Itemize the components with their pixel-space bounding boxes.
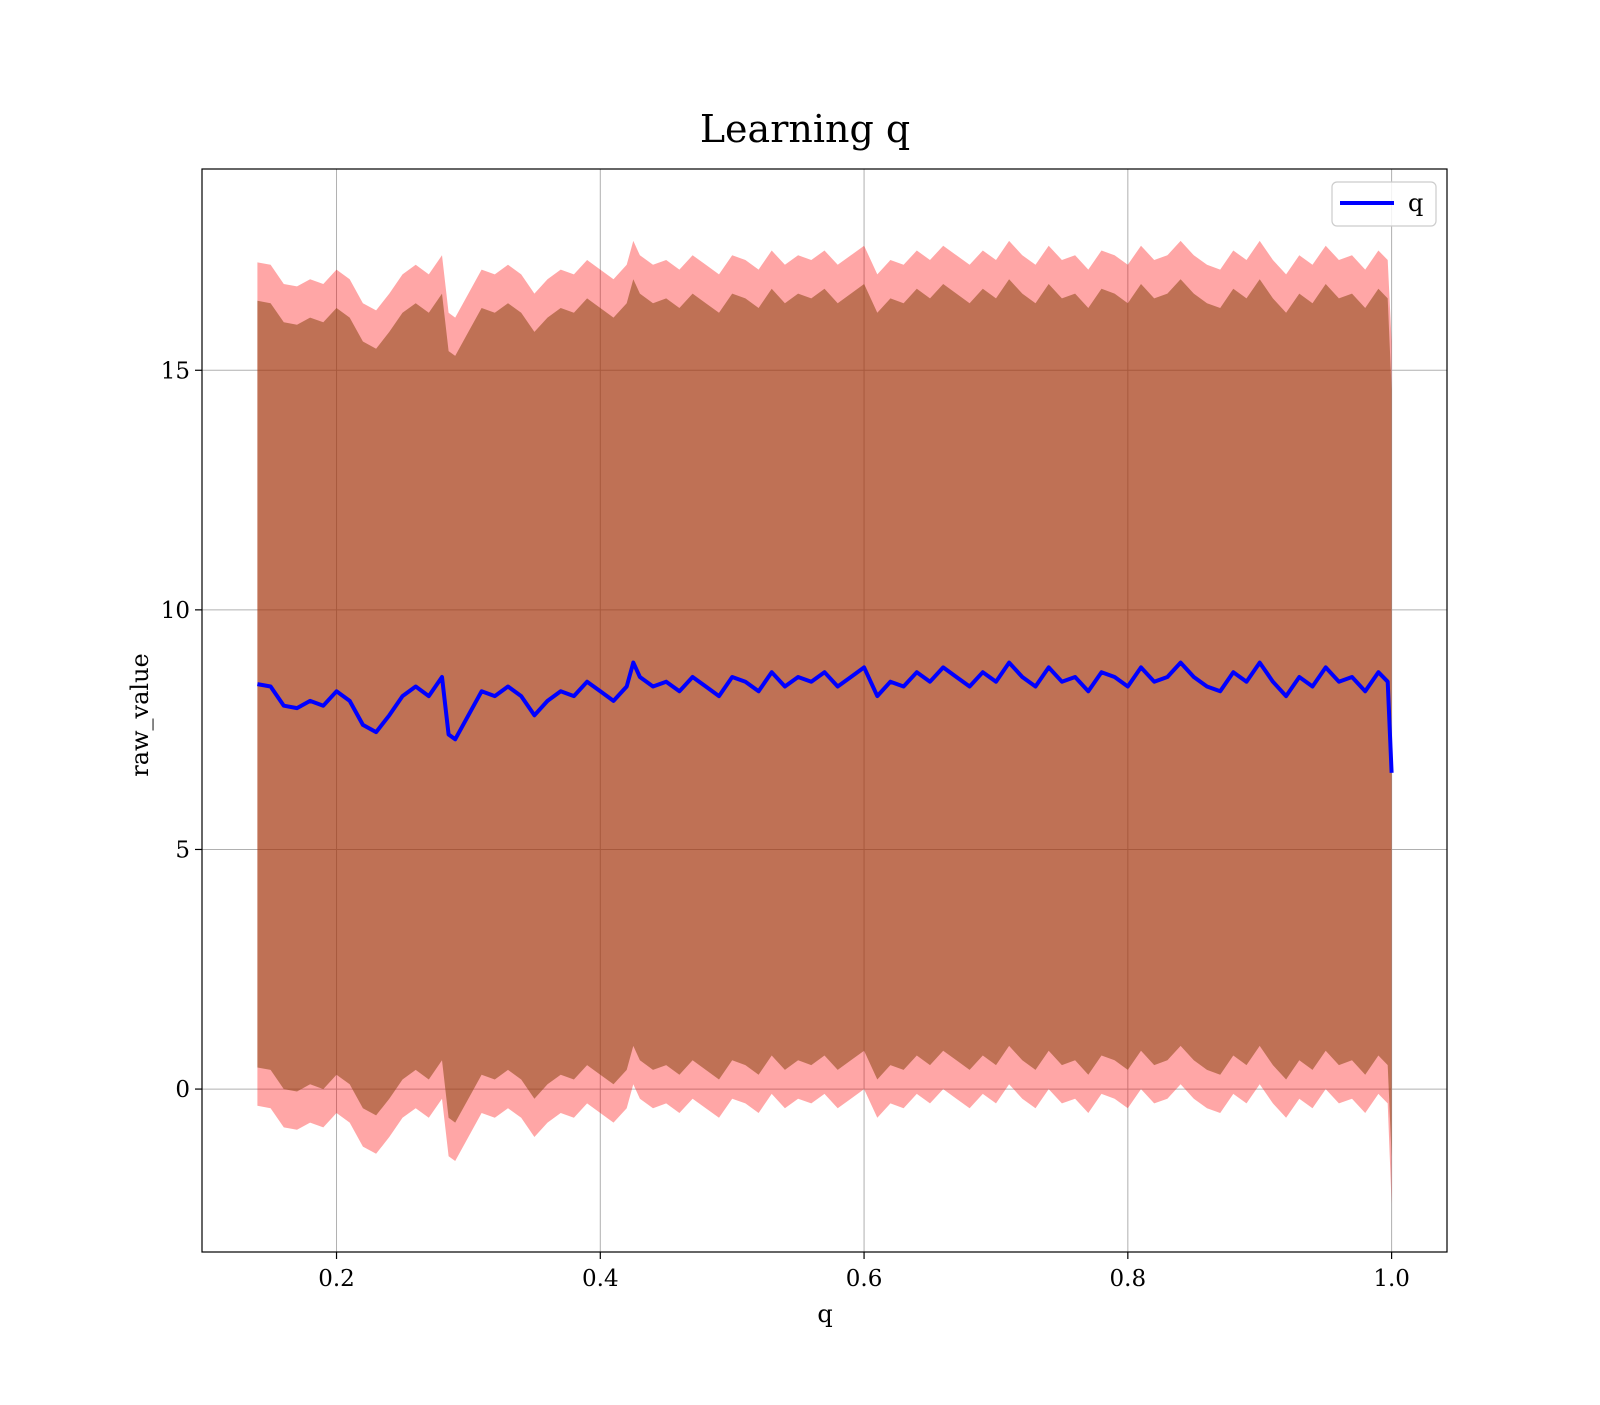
x-axis-label: q (817, 1300, 832, 1328)
series-line-q (257, 660, 1394, 773)
legend-entry-q: q (1408, 189, 1423, 217)
y-tick-label-1: 5 (175, 837, 190, 863)
y-axis-label: raw_value (126, 653, 154, 777)
x-tick-label-3: 0.8 (1110, 1266, 1147, 1292)
axes-frame (201, 168, 1448, 1253)
y-tick-label-3: 15 (161, 358, 190, 384)
x-tick-label-4: 1.0 (1373, 1266, 1410, 1292)
plot-area: 0.2 0.4 0.6 0.8 1.0 0 5 10 15 (161, 168, 1448, 1292)
y-tick-label-2: 10 (161, 598, 190, 624)
x-tick-label-2: 0.6 (846, 1266, 883, 1292)
chart-title: Learning q (700, 107, 910, 151)
x-tick-label-0: 0.2 (318, 1266, 355, 1292)
x-tick-label-1: 0.4 (582, 1266, 619, 1292)
y-tick-label-0: 0 (175, 1077, 190, 1103)
inner-confidence-band (257, 279, 1392, 1157)
legend: q (1331, 181, 1437, 227)
